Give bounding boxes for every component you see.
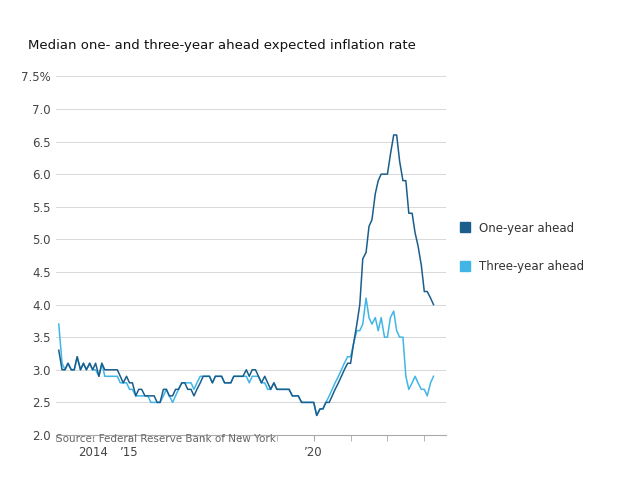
Text: Median one- and three-year ahead expected inflation rate: Median one- and three-year ahead expecte… — [29, 39, 417, 52]
Text: Source: Federal Reserve Bank of New York: Source: Federal Reserve Bank of New York — [56, 434, 276, 444]
Legend: One-year ahead, Three-year ahead: One-year ahead, Three-year ahead — [460, 222, 584, 274]
